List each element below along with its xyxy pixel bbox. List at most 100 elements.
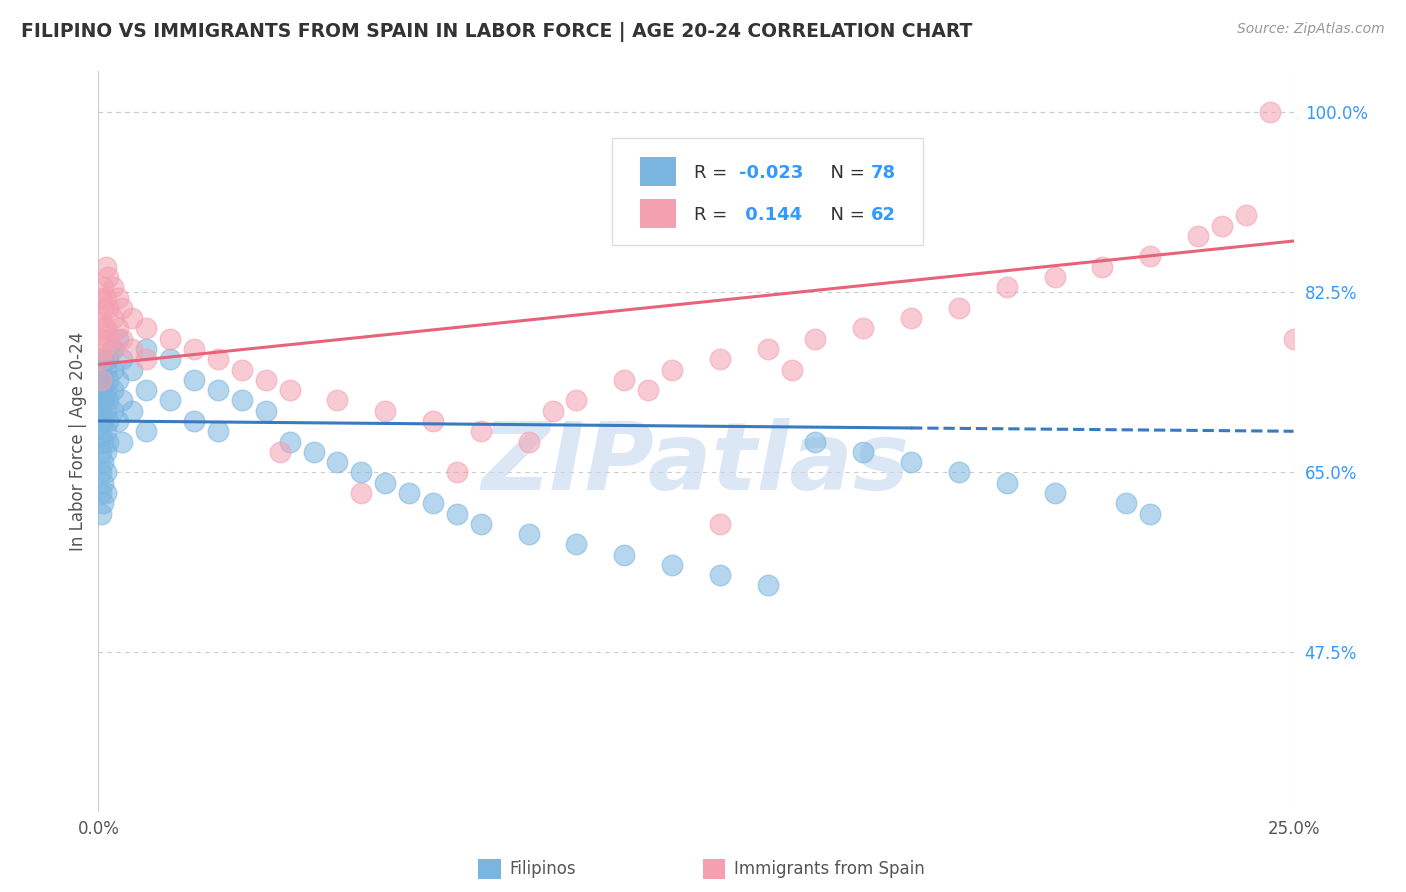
Point	[91, 383, 114, 397]
Point	[422, 414, 444, 428]
Text: -0.023: -0.023	[740, 164, 803, 182]
Point	[97, 414, 120, 428]
Point	[374, 403, 396, 417]
Point	[135, 352, 157, 367]
Point	[326, 393, 349, 408]
Point	[1234, 208, 1257, 222]
Text: 0.144: 0.144	[740, 206, 801, 224]
Point	[541, 403, 564, 417]
Point	[1139, 250, 1161, 264]
Point	[350, 486, 373, 500]
Point	[995, 475, 1018, 490]
Point	[91, 434, 114, 449]
Point	[661, 558, 683, 572]
Point	[94, 466, 117, 480]
Point	[517, 434, 540, 449]
Point	[661, 362, 683, 376]
Text: N =: N =	[820, 206, 870, 224]
Text: ZIPatlas: ZIPatlas	[482, 417, 910, 509]
Text: 62: 62	[870, 206, 896, 224]
Point	[780, 362, 803, 376]
Point	[91, 342, 114, 356]
Point	[91, 373, 114, 387]
Point	[111, 393, 134, 408]
Point	[948, 301, 970, 315]
Point	[91, 301, 114, 315]
Point	[97, 393, 120, 408]
Point	[91, 352, 114, 367]
Point	[207, 424, 229, 438]
Point	[101, 342, 124, 356]
Point	[900, 311, 922, 326]
Text: FILIPINO VS IMMIGRANTS FROM SPAIN IN LABOR FORCE | AGE 20-24 CORRELATION CHART: FILIPINO VS IMMIGRANTS FROM SPAIN IN LAB…	[21, 22, 973, 42]
Point	[101, 383, 124, 397]
Point	[852, 445, 875, 459]
Point	[90, 403, 112, 417]
Point	[159, 332, 181, 346]
Point	[101, 280, 124, 294]
Point	[254, 403, 277, 417]
Point	[90, 486, 112, 500]
Point	[278, 383, 301, 397]
Point	[709, 568, 731, 582]
Point	[101, 311, 124, 326]
Point	[107, 332, 129, 346]
Point	[107, 373, 129, 387]
Point	[183, 342, 205, 356]
Point	[1258, 105, 1281, 120]
Point	[231, 362, 253, 376]
Point	[91, 414, 114, 428]
Point	[97, 373, 120, 387]
Point	[90, 332, 112, 346]
Point	[94, 445, 117, 459]
Point	[94, 486, 117, 500]
Point	[135, 383, 157, 397]
Point	[1187, 228, 1209, 243]
Point	[107, 321, 129, 335]
Point	[90, 362, 112, 376]
Point	[804, 434, 827, 449]
Point	[90, 429, 112, 443]
Point	[135, 342, 157, 356]
Point	[756, 342, 779, 356]
Point	[121, 311, 143, 326]
Point	[446, 507, 468, 521]
Point	[350, 466, 373, 480]
Point	[90, 352, 112, 367]
Point	[1043, 486, 1066, 500]
Point	[91, 393, 114, 408]
Point	[637, 383, 659, 397]
Point	[900, 455, 922, 469]
Point	[97, 352, 120, 367]
Point	[517, 527, 540, 541]
Point	[374, 475, 396, 490]
Point	[709, 352, 731, 367]
Point	[565, 393, 588, 408]
Point	[804, 332, 827, 346]
Point	[135, 321, 157, 335]
Point	[121, 403, 143, 417]
Point	[101, 342, 124, 356]
Point	[94, 383, 117, 397]
Point	[111, 301, 134, 315]
Point	[183, 414, 205, 428]
Point	[756, 578, 779, 592]
Point	[446, 466, 468, 480]
Point	[90, 466, 112, 480]
Point	[183, 373, 205, 387]
Point	[94, 321, 117, 335]
Point	[207, 352, 229, 367]
Point	[91, 455, 114, 469]
Point	[97, 434, 120, 449]
Point	[231, 393, 253, 408]
Point	[90, 291, 112, 305]
Point	[90, 445, 112, 459]
Point	[326, 455, 349, 469]
Point	[470, 516, 492, 531]
Point	[101, 362, 124, 376]
Point	[613, 548, 636, 562]
Text: R =: R =	[693, 206, 733, 224]
Point	[94, 260, 117, 274]
Point	[1282, 332, 1305, 346]
Point	[111, 352, 134, 367]
